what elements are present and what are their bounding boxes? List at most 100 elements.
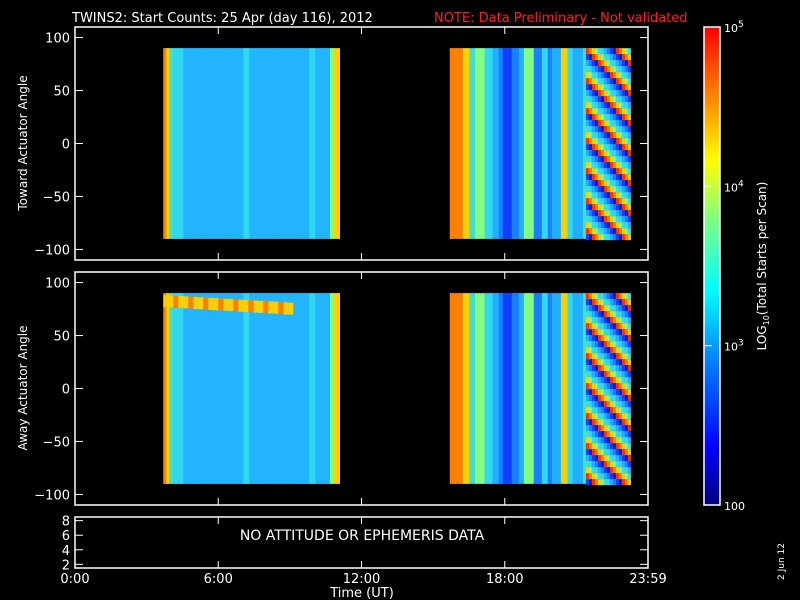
data-cell [627,425,631,432]
data-cell [600,90,604,97]
data-cell [600,467,604,474]
data-cell [591,383,595,390]
data-band [188,296,194,309]
data-cell [627,114,631,121]
data-cell [618,204,622,211]
data-cell [609,114,613,121]
data-column [453,48,463,239]
data-cell [627,222,631,229]
data-cell [627,383,631,390]
data-cell [618,461,622,468]
ytick-label: 2 [62,558,70,573]
colorbar-ticks: 105 104 103 100 [704,20,745,513]
data-cell [600,347,604,354]
data-column [492,293,499,484]
data-cell [600,371,604,378]
data-cell [627,311,631,318]
data-cell [609,329,613,336]
data-cell [585,186,589,193]
data-cell [624,174,628,181]
data-cell [606,425,610,432]
data-cell [606,347,610,354]
data-cell [612,335,616,342]
data-cell [600,341,604,348]
xtick-label: 23:59 [629,572,666,587]
data-cell [618,473,622,480]
data-cell [615,383,619,390]
data-cell [588,228,592,235]
data-column [567,293,573,484]
data-cell [618,72,622,79]
data-column [195,48,202,239]
data-cell [603,132,607,139]
data-cell [621,174,625,181]
data-cell [615,84,619,91]
data-column [474,48,485,239]
data-cell [591,419,595,426]
data-cell [615,120,619,127]
data-cell [618,132,622,139]
data-cell [585,150,589,157]
data-cell [606,174,610,181]
data-cell [624,150,628,157]
data-cell [588,156,592,163]
data-cell [615,54,619,61]
data-cell [615,353,619,360]
data-column [321,293,328,484]
data-cell [585,180,589,187]
data-cell [585,90,589,97]
data-cell [618,102,622,109]
data-cell [597,473,601,480]
data-cell [591,162,595,169]
ytick-label: 50 [53,85,70,100]
data-cell [624,162,628,169]
data-cell [618,317,622,324]
data-cell [597,90,601,97]
data-cell [603,449,607,456]
data-cell [615,473,619,480]
data-cell [621,222,625,229]
data-cell [588,353,592,360]
data-cell [597,467,601,474]
data-cell [621,335,625,342]
data-cell [618,186,622,193]
data-cell [609,467,613,474]
data-cell [615,365,619,372]
data-cell [585,299,589,306]
data-cell [627,180,631,187]
data-cell [627,335,631,342]
data-cell [594,120,598,127]
data-cell [585,126,589,133]
data-cell [624,395,628,402]
data-cell [609,305,613,312]
data-cell [588,449,592,456]
data-cell [600,210,604,217]
data-cell [585,371,589,378]
data-column [502,293,512,484]
data-cell [585,389,589,396]
xtick-label: 18:00 [486,572,523,587]
data-cell [621,371,625,378]
data-cell [603,234,607,241]
data-column [225,293,232,484]
data-cell [588,210,592,217]
data-cell [618,293,622,300]
data-cell [597,425,601,432]
data-cell [624,168,628,175]
data-cell [612,461,616,468]
data-cell [609,383,613,390]
data-cell [606,365,610,372]
data-cell [618,401,622,408]
data-cell [627,455,631,462]
data-cell [591,84,595,91]
data-cell [600,96,604,103]
data-cell [597,72,601,79]
data-cell [591,198,595,205]
data-band [258,300,264,313]
data-cell [606,473,610,480]
data-cell [621,138,625,145]
data-cell [615,419,619,426]
data-cell [624,371,628,378]
data-cell [624,192,628,199]
data-cell [615,114,619,121]
